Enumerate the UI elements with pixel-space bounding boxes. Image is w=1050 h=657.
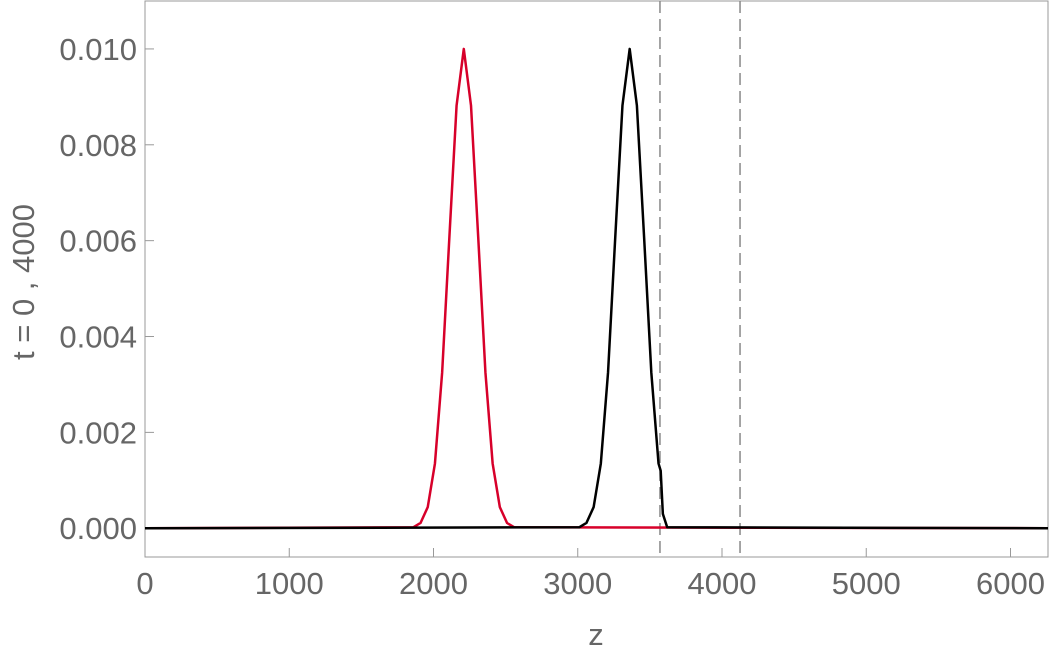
x-tick-label: 1000 [255, 566, 324, 601]
y-axis-label: t = 0 , 4000 [6, 204, 41, 360]
y-tick-label: 0.006 [59, 224, 137, 259]
y-tick-label: 0.002 [59, 415, 137, 450]
x-tick-label: 5000 [832, 566, 901, 601]
data-line [144, 47, 1049, 530]
x-tick-label: 4000 [688, 566, 757, 601]
y-tick-label: 0.000 [59, 511, 137, 546]
data-line [144, 47, 1049, 530]
x-tick-label: 2000 [399, 566, 468, 601]
plot-frame [144, 0, 1049, 558]
x-tick-label: 6000 [976, 566, 1045, 601]
y-tick-label: 0.004 [59, 320, 137, 355]
x-tick-label: 3000 [543, 566, 612, 601]
y-tick-label: 0.008 [59, 128, 137, 163]
x-axis-label: z [588, 617, 604, 652]
x-tick-label: 0 [136, 566, 153, 601]
y-tick-label: 0.010 [59, 32, 137, 67]
